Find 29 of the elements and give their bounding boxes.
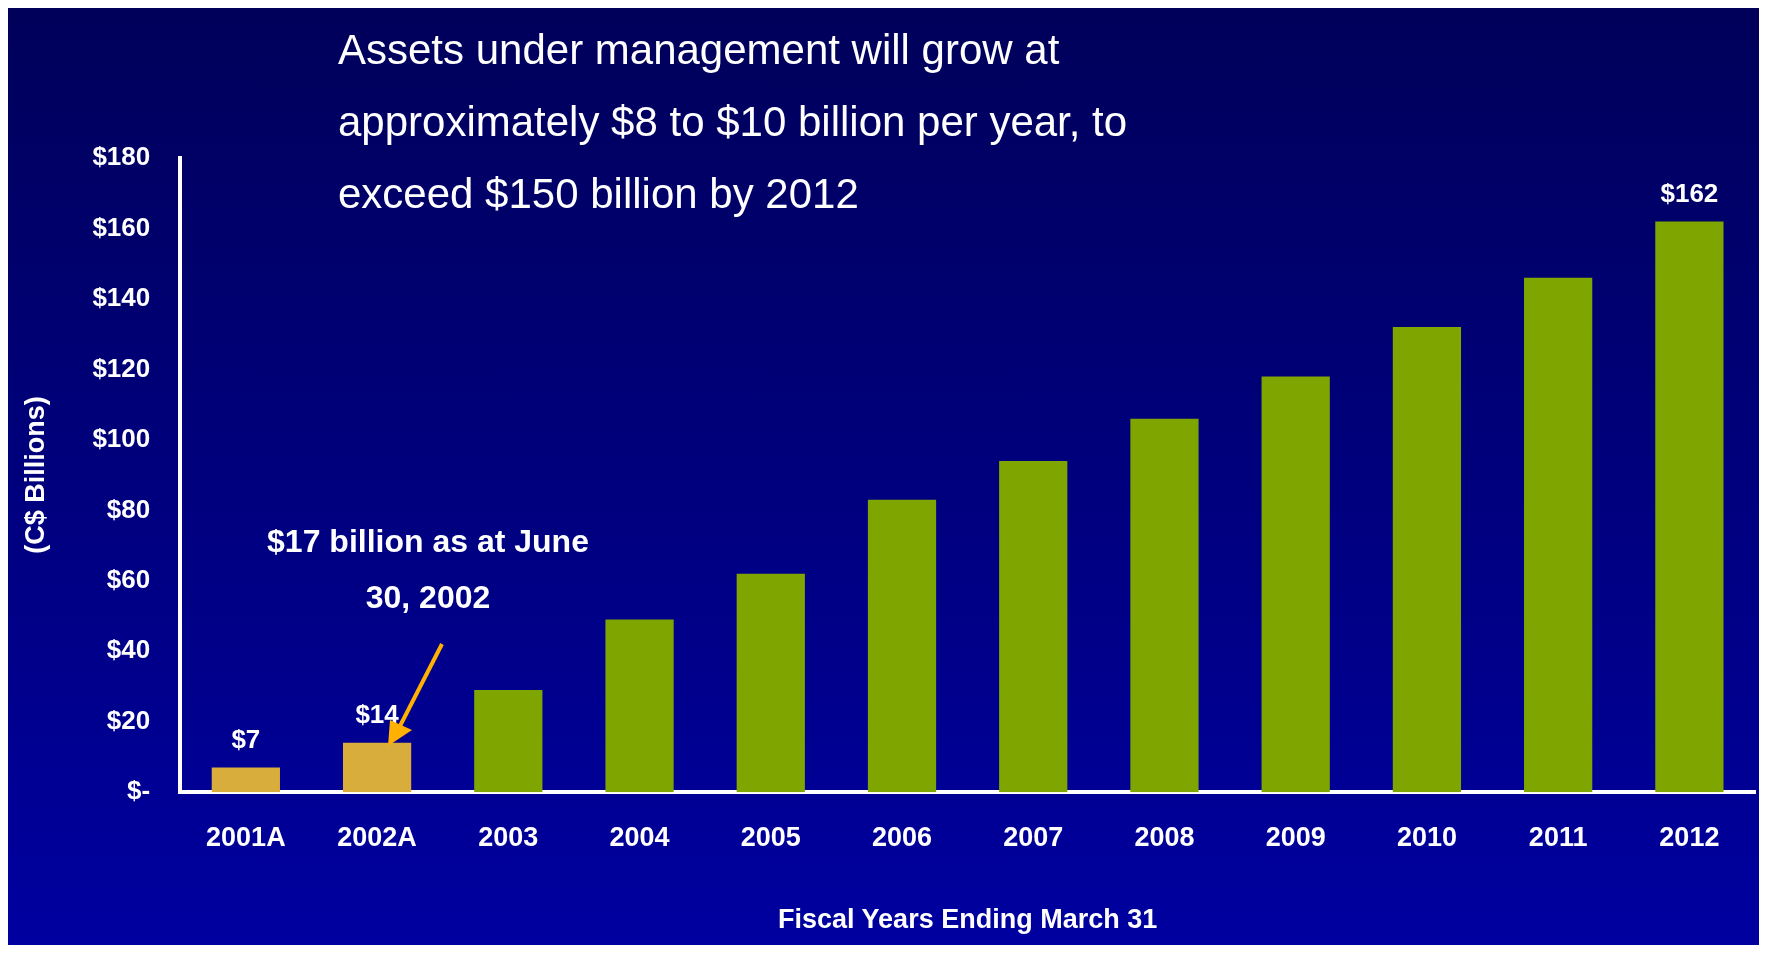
data-label: $7 [231, 723, 261, 754]
y-tick-label: $140 [92, 282, 151, 313]
y-tick-label: $40 [106, 634, 151, 665]
x-tick-label: 2002A [337, 821, 417, 852]
y-tick-label: $100 [92, 423, 151, 454]
x-tick-label: 2007 [1003, 821, 1064, 852]
y-tick-label: $160 [92, 211, 151, 242]
x-tick-label: 2011 [1528, 821, 1588, 852]
y-tick-label: $20 [106, 704, 151, 735]
x-tick-label: 2008 [1134, 821, 1195, 852]
x-tick-label: 2010 [1396, 821, 1457, 852]
x-tick-label: 2009 [1265, 821, 1326, 852]
data-label: $14 [355, 699, 400, 730]
annotation: $17 billion as at June 30, 2002 [266, 522, 590, 617]
x-tick-label: 2006 [871, 821, 933, 852]
y-tick-label: $180 [92, 141, 151, 172]
x-tick-label: 2004 [609, 821, 670, 852]
data-label: $162 [1660, 177, 1719, 208]
x-tick-label: 2012 [1659, 821, 1720, 852]
x-tick-label: 2005 [740, 821, 801, 852]
x-tick-label: 2003 [478, 821, 539, 852]
x-tick-label: 2001A [206, 821, 286, 852]
x-axis-title: Fiscal Years Ending March 31 [778, 904, 1158, 935]
y-axis-title: (C$ Billions) [19, 396, 50, 554]
y-tick-label: $80 [106, 493, 151, 524]
y-tick-label: $120 [92, 352, 151, 383]
chart-title: Assets under management will grow at approximately $8 to $10 billion per year, to exceed $150 billion by 2012 [338, 25, 1129, 219]
y-tick-label: $60 [106, 563, 151, 594]
y-tick-label: $- [127, 775, 151, 806]
